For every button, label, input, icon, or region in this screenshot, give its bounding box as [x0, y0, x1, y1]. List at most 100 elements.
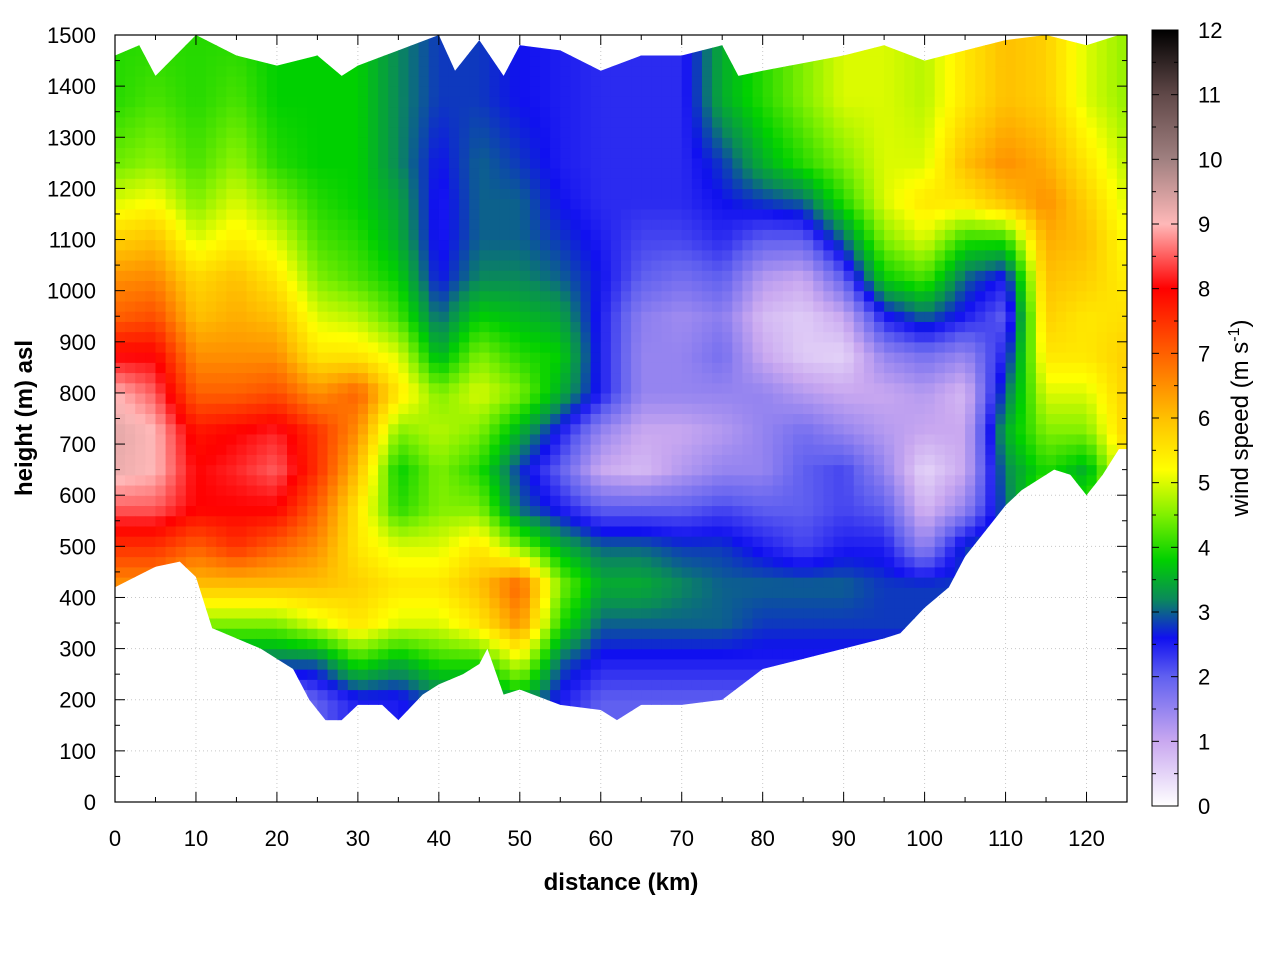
- heatmap-cell: [610, 372, 622, 384]
- heatmap-cell: [529, 372, 541, 384]
- heatmap-cell: [327, 546, 339, 558]
- heatmap-cell: [621, 525, 632, 537]
- heatmap-cell: [489, 239, 501, 251]
- heatmap-cell: [195, 45, 207, 57]
- heatmap-cell: [317, 403, 329, 414]
- heatmap-cell: [297, 229, 308, 241]
- heatmap-cell: [388, 392, 399, 404]
- heatmap-cell: [671, 198, 683, 210]
- heatmap-cell: [712, 536, 723, 547]
- heatmap-cell: [398, 433, 410, 445]
- heatmap-cell: [357, 597, 369, 609]
- heatmap-cell: [550, 597, 561, 609]
- heatmap-cell: [843, 352, 855, 363]
- heatmap-cell: [610, 679, 622, 691]
- heatmap-cell: [651, 167, 663, 179]
- heatmap-cell: [388, 300, 399, 312]
- heatmap-cell: [327, 444, 339, 455]
- heatmap-cell: [540, 249, 551, 261]
- heatmap-cell: [135, 433, 146, 445]
- heatmap-cell: [499, 628, 511, 639]
- heatmap-cell: [448, 229, 460, 241]
- heatmap-cell: [195, 137, 207, 149]
- heatmap-cell: [327, 597, 339, 609]
- heatmap-cell: [418, 321, 430, 333]
- heatmap-cell: [307, 658, 318, 670]
- heatmap-cell: [691, 362, 703, 374]
- heatmap-cell: [519, 352, 531, 363]
- heatmap-cell: [398, 362, 410, 374]
- heatmap-cell: [641, 484, 652, 496]
- heatmap-cell: [347, 444, 359, 455]
- heatmap-cell: [256, 464, 268, 476]
- heatmap-cell: [691, 536, 703, 547]
- heatmap-cell: [195, 86, 207, 97]
- heatmap-cell: [378, 178, 389, 189]
- heatmap-cell: [732, 127, 744, 138]
- heatmap-cell: [398, 628, 410, 639]
- heatmap-cell: [125, 45, 136, 57]
- heatmap-cell: [762, 86, 774, 97]
- heatmap-cell: [509, 556, 521, 568]
- heatmap-cell: [823, 127, 835, 138]
- heatmap-cell: [600, 290, 612, 302]
- heatmap-cell: [327, 198, 339, 210]
- heatmap-cell: [327, 188, 339, 200]
- heatmap-cell: [712, 433, 723, 445]
- heatmap-cell: [489, 566, 501, 578]
- heatmap-cell: [337, 658, 349, 670]
- heatmap-cell: [610, 341, 622, 353]
- heatmap-cell: [448, 617, 460, 629]
- heatmap-cell: [206, 444, 217, 455]
- heatmap-cell: [712, 239, 723, 251]
- heatmap-cell: [469, 229, 480, 241]
- heatmap-cell: [691, 669, 703, 680]
- heatmap-cell: [216, 45, 227, 57]
- heatmap-cell: [722, 65, 733, 77]
- heatmap-cell: [276, 536, 288, 547]
- heatmap-cell: [529, 198, 541, 210]
- heatmap-cell: [327, 167, 339, 179]
- heatmap-cell: [641, 464, 652, 476]
- heatmap-cell: [600, 546, 612, 558]
- heatmap-cell: [550, 290, 561, 302]
- heatmap-cell: [368, 198, 379, 210]
- heatmap-cell: [580, 648, 592, 660]
- heatmap-cell: [469, 249, 480, 261]
- heatmap-cell: [843, 259, 855, 271]
- heatmap-cell: [661, 219, 673, 230]
- heatmap-cell: [752, 116, 764, 128]
- heatmap-cell: [509, 607, 521, 619]
- heatmap-cell: [782, 484, 794, 496]
- heatmap-cell: [631, 208, 642, 220]
- heatmap-cell: [368, 515, 379, 527]
- heatmap-cell: [752, 536, 764, 547]
- heatmap-cell: [165, 65, 177, 77]
- heatmap-cell: [236, 178, 248, 189]
- heatmap-cell: [499, 679, 511, 691]
- heatmap-cell: [388, 208, 399, 220]
- heatmap-cell: [307, 679, 318, 691]
- heatmap-cell: [236, 628, 248, 639]
- heatmap-cell: [701, 679, 713, 691]
- heatmap-cell: [519, 617, 531, 629]
- heatmap-cell: [469, 362, 480, 374]
- heatmap-cell: [388, 648, 399, 660]
- heatmap-cell: [661, 75, 673, 87]
- heatmap-cell: [681, 679, 693, 691]
- heatmap-cell: [651, 157, 663, 169]
- heatmap-cell: [540, 65, 551, 77]
- heatmap-cell: [600, 607, 612, 619]
- heatmap-cell: [833, 55, 845, 67]
- heatmap-cell: [742, 597, 754, 609]
- heatmap-cell: [276, 362, 288, 374]
- heatmap-cell: [752, 270, 764, 282]
- heatmap-cell: [438, 454, 450, 466]
- heatmap-cell: [661, 188, 673, 200]
- heatmap-cell: [681, 495, 693, 507]
- heatmap-cell: [276, 280, 288, 292]
- heatmap-cell: [590, 259, 602, 271]
- heatmap-cell: [550, 249, 561, 261]
- heatmap-cell: [388, 597, 399, 609]
- heatmap-cell: [418, 106, 430, 118]
